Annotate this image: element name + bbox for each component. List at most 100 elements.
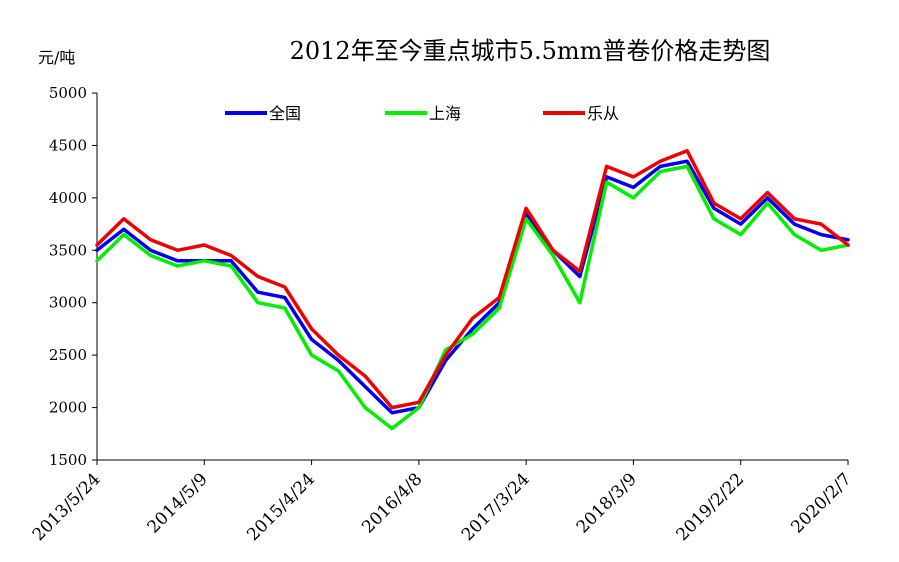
x-tick-label: 2020/2/7 <box>787 469 855 537</box>
y-tick-label: 5000 <box>49 84 87 102</box>
x-tick-label: 2017/3/24 <box>458 469 534 545</box>
data-point <box>792 233 796 237</box>
x-tick-label: 2015/4/24 <box>243 469 319 545</box>
data-point <box>336 353 340 357</box>
data-point <box>739 233 743 237</box>
data-point <box>336 358 340 362</box>
data-point <box>283 306 287 310</box>
data-point <box>149 248 153 252</box>
data-point <box>310 337 314 341</box>
y-tick-label: 4000 <box>49 189 87 207</box>
data-point <box>846 238 850 242</box>
y-tick-label: 3000 <box>49 294 87 312</box>
data-point <box>739 222 743 226</box>
data-point <box>229 254 233 257</box>
axes: 1500 2000 2500 3000 3500 4000 4500 5000 2013/5/2… <box>29 84 856 545</box>
y-tick-label: 2000 <box>49 399 87 417</box>
data-point <box>712 201 716 205</box>
data-point <box>417 406 421 410</box>
data-point <box>685 159 689 163</box>
x-tick-label: 2013/5/24 <box>29 469 105 545</box>
data-point <box>819 233 823 237</box>
legend-label-2: 乐从 <box>587 104 619 123</box>
x-tick-label: 2019/2/22 <box>672 469 748 545</box>
data-point <box>122 227 126 231</box>
data-point <box>712 217 716 221</box>
data-point <box>176 259 179 263</box>
data-point <box>122 217 126 221</box>
data-point <box>766 196 769 200</box>
data-point <box>390 411 394 415</box>
data-point <box>202 259 206 263</box>
series-line-2 <box>95 148 850 410</box>
data-point <box>149 254 153 257</box>
data-point <box>658 170 662 174</box>
data-point <box>766 191 769 195</box>
data-point <box>658 159 662 163</box>
data-point <box>471 327 474 331</box>
chart-title: 2012年至今重点城市5.5mm普卷价格走势图 <box>290 37 771 65</box>
data-point <box>444 353 448 357</box>
data-point <box>712 206 716 210</box>
data-point <box>363 385 367 389</box>
data-point <box>149 238 153 242</box>
y-tick-label: 2500 <box>49 346 87 364</box>
data-point <box>176 248 179 252</box>
data-point <box>390 406 394 410</box>
data-point <box>336 369 340 373</box>
data-point <box>95 248 99 252</box>
data-point <box>471 316 474 320</box>
data-point <box>819 222 823 226</box>
data-point <box>256 301 260 305</box>
data-point <box>685 164 689 168</box>
data-point <box>256 290 260 294</box>
y-tick-label: 1500 <box>49 451 87 469</box>
data-point <box>551 248 555 252</box>
data-point <box>310 353 314 357</box>
x-tick-label: 2016/4/8 <box>358 469 426 537</box>
data-point <box>363 406 367 410</box>
data-point <box>631 185 635 189</box>
data-point <box>471 332 474 336</box>
y-tick-label: 4500 <box>49 136 87 154</box>
data-point <box>256 275 260 278</box>
y-axis-unit-label: 元/吨 <box>38 48 75 67</box>
data-point <box>229 259 233 263</box>
data-point <box>363 374 367 378</box>
data-point <box>229 264 233 268</box>
data-point <box>631 175 635 179</box>
legend: 全国 上海 乐从 <box>225 104 619 123</box>
data-point <box>578 301 582 305</box>
data-point <box>202 243 206 247</box>
data-point <box>283 296 287 299</box>
data-point <box>122 233 126 237</box>
data-point <box>578 275 582 278</box>
data-point <box>444 348 448 352</box>
data-point <box>95 259 99 263</box>
data-point <box>792 222 796 226</box>
data-point <box>685 149 689 153</box>
legend-label-0: 全国 <box>269 104 301 123</box>
series-lines <box>95 148 850 431</box>
data-point <box>310 327 314 331</box>
data-point <box>551 254 555 257</box>
data-point <box>739 217 743 221</box>
data-point <box>95 243 99 247</box>
data-point <box>176 264 179 268</box>
data-point <box>390 427 394 430</box>
data-point <box>524 206 528 210</box>
data-point <box>792 217 796 221</box>
series-line-1 <box>95 164 850 431</box>
data-point <box>846 243 850 247</box>
x-tick-label: 2018/3/9 <box>573 469 641 537</box>
data-point <box>497 306 501 310</box>
data-point <box>524 217 528 221</box>
data-point <box>605 164 609 168</box>
data-point <box>578 269 582 273</box>
data-point <box>605 180 609 184</box>
data-point <box>766 201 769 205</box>
data-point <box>283 285 287 289</box>
data-point <box>417 400 421 404</box>
